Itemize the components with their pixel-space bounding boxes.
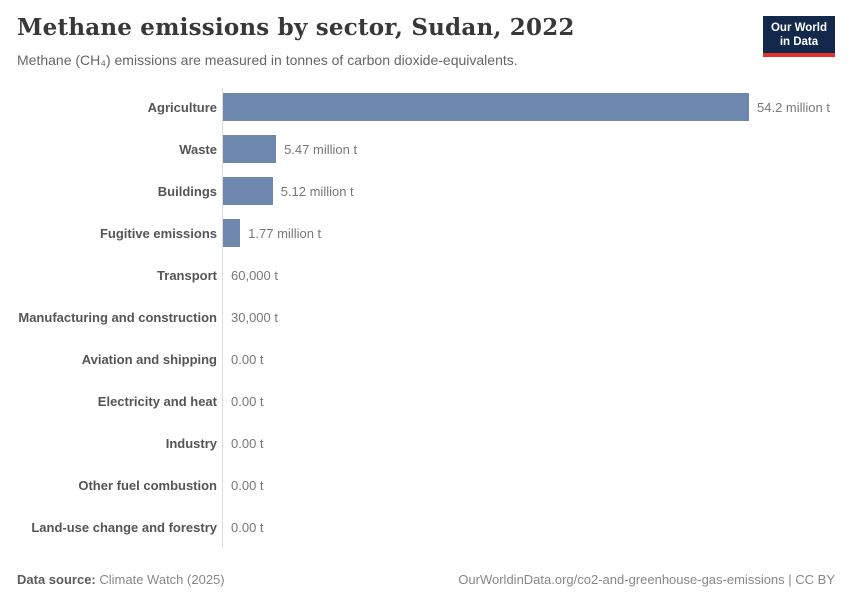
bar-row: Industry 0.00 t (0, 422, 850, 464)
bar-zone: 30,000 t (223, 303, 850, 331)
bar-row: Electricity and heat 0.00 t (0, 380, 850, 422)
bar-zone: 60,000 t (223, 261, 850, 289)
bar[interactable] (223, 93, 749, 121)
bar[interactable] (223, 219, 241, 247)
bar-rows: Agriculture 54.2 million t Waste 5.47 mi… (0, 86, 850, 548)
value-label: 0.00 t (231, 393, 264, 409)
value-label: 0.00 t (231, 435, 264, 451)
chart-title: Methane emissions by sector, Sudan, 2022 (17, 14, 575, 41)
y-axis-line (222, 88, 223, 548)
chart-header: Methane emissions by sector, Sudan, 2022… (17, 14, 835, 68)
value-label: 0.00 t (231, 519, 264, 535)
category-label: Agriculture (147, 99, 217, 115)
category-label: Land-use change and forestry (31, 519, 217, 535)
data-source-label: Data source: (17, 572, 96, 587)
value-label: 5.47 million t (284, 141, 358, 157)
category-label: Electricity and heat (97, 393, 217, 409)
category-label: Manufacturing and construction (18, 309, 217, 325)
data-source-value: Climate Watch (2025) (99, 572, 225, 587)
bar-zone: 1.77 million t (223, 219, 850, 247)
value-label: 1.77 million t (248, 225, 322, 241)
category-label: Buildings (157, 183, 217, 199)
bar[interactable] (223, 177, 273, 205)
value-label: 54.2 million t (757, 99, 830, 115)
bar-row: Fugitive emissions 1.77 million t (0, 212, 850, 254)
bar-row: Buildings 5.12 million t (0, 170, 850, 212)
bar-zone: 0.00 t (223, 513, 850, 541)
category-label: Industry (165, 435, 217, 451)
data-source: Data source: Climate Watch (2025) (17, 572, 225, 587)
bar-row: Aviation and shipping 0.00 t (0, 338, 850, 380)
bar[interactable] (223, 135, 277, 163)
category-label: Waste (179, 141, 217, 157)
bar-row: Other fuel combustion 0.00 t (0, 464, 850, 506)
value-label: 5.12 million t (280, 183, 354, 199)
bar-row: Transport 60,000 t (0, 254, 850, 296)
bar-row: Agriculture 54.2 million t (0, 86, 850, 128)
value-label: 60,000 t (231, 267, 278, 283)
bar-chart: Agriculture 54.2 million t Waste 5.47 mi… (0, 86, 850, 548)
bar-zone: 0.00 t (223, 429, 850, 457)
category-label: Transport (157, 267, 217, 283)
bar-zone: 0.00 t (223, 387, 850, 415)
bar-row: Manufacturing and construction 30,000 t (0, 296, 850, 338)
bar-zone: 5.47 million t (223, 135, 850, 163)
bar-zone: 54.2 million t (223, 93, 850, 121)
owid-logo-line1: Our World (770, 22, 827, 34)
category-label: Fugitive emissions (99, 225, 217, 241)
footer-link[interactable]: OurWorldinData.org/co2-and-greenhouse-ga… (458, 572, 835, 587)
value-label: 0.00 t (231, 477, 264, 493)
bar-row: Land-use change and forestry 0.00 t (0, 506, 850, 548)
chart-subtitle: Methane (CH₄) emissions are measured in … (17, 52, 518, 68)
value-label: 30,000 t (231, 309, 278, 325)
owid-logo: Our World in Data (762, 16, 835, 57)
bar-zone: 0.00 t (223, 345, 850, 373)
bar-zone: 0.00 t (223, 471, 850, 499)
header-titles: Methane emissions by sector, Sudan, 2022… (17, 14, 575, 68)
category-label: Aviation and shipping (81, 351, 217, 367)
bar-zone: 5.12 million t (223, 177, 850, 205)
bar-row: Waste 5.47 million t (0, 128, 850, 170)
value-label: 0.00 t (231, 351, 264, 367)
chart-footer: Data source: Climate Watch (2025) OurWor… (17, 572, 835, 587)
owid-logo-line2: in Data (779, 36, 819, 49)
category-label: Other fuel combustion (78, 477, 217, 493)
